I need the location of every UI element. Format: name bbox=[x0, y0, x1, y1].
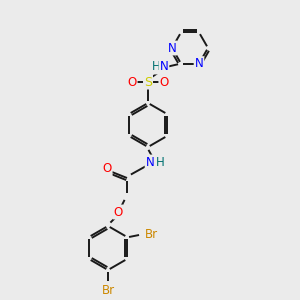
Text: Br: Br bbox=[145, 229, 158, 242]
Text: N: N bbox=[146, 155, 154, 169]
Text: N: N bbox=[195, 57, 203, 70]
Text: Br: Br bbox=[101, 284, 115, 298]
Text: N: N bbox=[160, 61, 168, 74]
Text: O: O bbox=[102, 163, 112, 176]
Text: H: H bbox=[156, 155, 164, 169]
Text: O: O bbox=[128, 76, 136, 88]
Text: S: S bbox=[144, 76, 152, 88]
Text: O: O bbox=[113, 206, 123, 218]
Text: N: N bbox=[168, 41, 176, 55]
Text: H: H bbox=[152, 61, 160, 74]
Text: O: O bbox=[159, 76, 169, 88]
